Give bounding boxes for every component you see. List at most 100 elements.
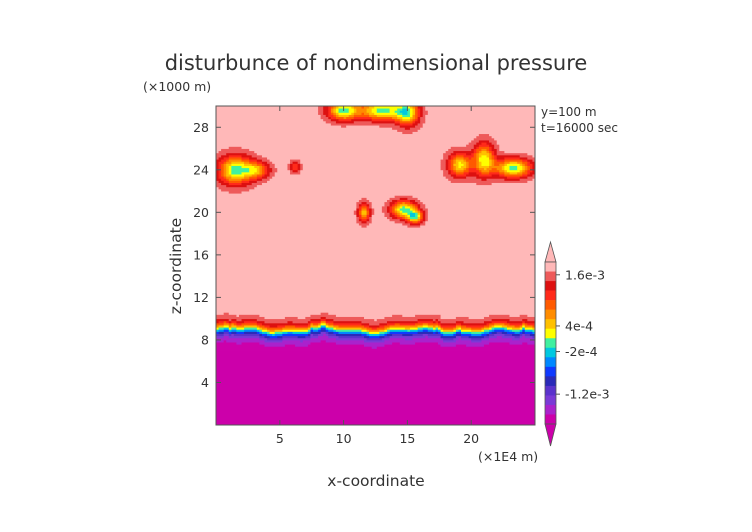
heatmap-cell <box>216 159 222 162</box>
heatmap-cell <box>468 161 477 164</box>
heatmap-cell <box>450 154 457 158</box>
heatmap-cell <box>420 208 424 211</box>
heatmap-cell <box>361 214 367 217</box>
heatmap-cell <box>333 327 337 330</box>
heatmap-cell <box>216 305 535 309</box>
heatmap-cell <box>361 203 367 207</box>
heatmap-cell <box>274 174 444 177</box>
heatmap-cell <box>333 322 362 326</box>
heatmap-cell <box>476 171 482 175</box>
heatmap-cell <box>261 165 265 169</box>
heatmap-cell <box>483 320 493 324</box>
heatmap-cell <box>519 329 523 332</box>
heatmap-cell <box>481 154 487 158</box>
heatmap-cell <box>409 106 413 109</box>
heatmap-cell <box>231 331 237 334</box>
heatmap-cell <box>448 178 482 181</box>
heatmap-cell <box>328 322 334 326</box>
heatmap-cell <box>264 325 270 328</box>
heatmap-cell <box>300 163 304 166</box>
heatmap-cell <box>267 161 273 164</box>
heatmap-cell <box>364 316 385 320</box>
heatmap-cell <box>216 231 535 234</box>
heatmap-cell <box>494 152 498 156</box>
heatmap-cell <box>450 167 454 171</box>
heatmap-cell <box>415 212 419 215</box>
heatmap-cell <box>394 210 398 213</box>
heatmap-cell <box>269 331 276 334</box>
heatmap-cell <box>300 161 441 164</box>
heatmap-cell <box>420 212 424 215</box>
colorbar-frame <box>544 261 557 425</box>
heatmap-cell <box>249 169 258 173</box>
heatmap-cell <box>218 327 225 330</box>
heatmap-cell <box>241 322 258 326</box>
heatmap-cell <box>422 220 426 224</box>
heatmap-cell <box>366 203 370 207</box>
heatmap-cell <box>407 220 413 224</box>
heatmap-cell <box>335 337 367 341</box>
heatmap-cell <box>333 329 337 332</box>
heatmap-cell <box>517 165 523 169</box>
heatmap-cell <box>455 167 464 171</box>
heatmap-cell <box>223 180 230 183</box>
colorbar-label: -2e-4 <box>565 344 598 359</box>
heatmap-cell <box>402 212 408 215</box>
heatmap-cell <box>310 329 314 332</box>
heatmap-cell <box>305 335 311 339</box>
heatmap-cell <box>509 314 521 317</box>
heatmap-cell <box>427 112 535 115</box>
heatmap-cell <box>509 171 518 175</box>
heatmap-cell <box>312 322 319 326</box>
heatmap-cell <box>353 114 370 118</box>
heatmap-cell <box>223 176 227 179</box>
heatmap-cell <box>473 137 495 141</box>
info-time-label: t=16000 sec <box>541 121 618 135</box>
heatmap-cell <box>361 216 367 220</box>
heatmap-cell <box>333 106 337 109</box>
heatmap-cell <box>397 108 403 111</box>
heatmap-cell <box>216 337 260 341</box>
heatmap-cell <box>522 161 528 164</box>
colorbar-segment <box>545 357 556 368</box>
heatmap-cell <box>443 157 449 160</box>
heatmap-cell <box>417 108 421 111</box>
colorbar-segment <box>545 366 556 377</box>
heatmap-cell <box>228 327 232 330</box>
heatmap-cell <box>517 161 523 164</box>
heatmap-cell <box>499 146 535 149</box>
heatmap-field <box>216 106 535 425</box>
heatmap-cell <box>509 165 518 169</box>
heatmap-cell <box>504 327 508 330</box>
heatmap-cell <box>216 133 480 137</box>
heatmap-cell <box>432 318 436 322</box>
heatmap-cell <box>343 116 347 120</box>
heatmap-cell <box>384 316 441 320</box>
y-axis-title: z-coordinate <box>167 218 185 314</box>
heatmap-cell <box>364 339 385 343</box>
heatmap-cell <box>346 116 355 120</box>
heatmap-cell <box>216 193 535 196</box>
heatmap-cell <box>264 165 268 169</box>
heatmap-cell <box>455 165 459 169</box>
colorbar-top-arrow <box>544 240 557 263</box>
heatmap-cell <box>440 165 447 169</box>
heatmap-cell <box>256 318 311 322</box>
heatmap-cell <box>532 169 535 173</box>
heatmap-cell <box>216 171 219 175</box>
heatmap-cell <box>305 316 322 320</box>
heatmap-cell <box>524 320 535 324</box>
heatmap-cell <box>328 114 334 118</box>
heatmap-cell <box>228 191 242 194</box>
heatmap-cell <box>241 146 452 149</box>
heatmap-cell <box>216 416 535 420</box>
heatmap-cell <box>216 393 535 396</box>
heatmap-cell <box>412 220 418 224</box>
heatmap-cell <box>338 325 365 328</box>
heatmap-cell <box>369 216 373 220</box>
heatmap-cell <box>491 161 495 164</box>
heatmap-cell <box>448 163 452 166</box>
heatmap-cell <box>307 322 311 326</box>
heatmap-cell <box>267 331 270 334</box>
heatmap-cell <box>236 325 245 328</box>
